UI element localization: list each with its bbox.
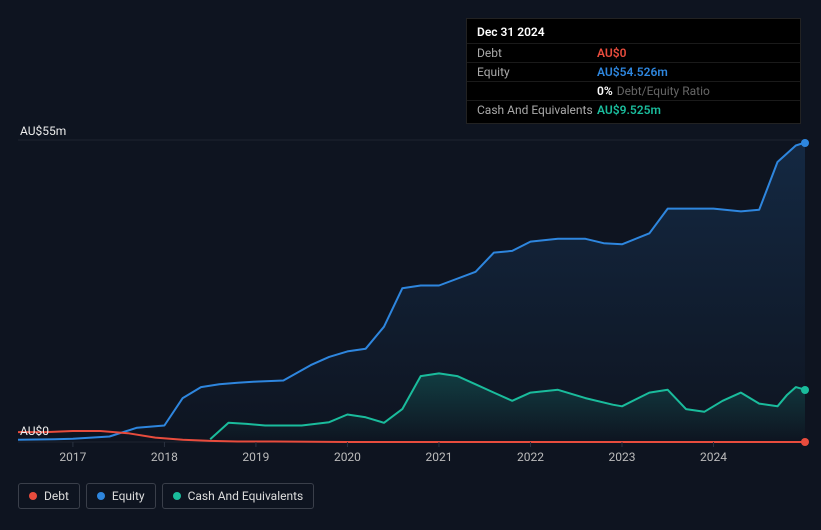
tooltip-row-ratio: 0%Debt/Equity Ratio — [467, 81, 800, 100]
tooltip-date: Dec 31 2024 — [467, 25, 800, 43]
tooltip-row-cash: Cash And Equivalents AU$9.525m — [467, 100, 800, 119]
equity-end-dot — [801, 139, 809, 147]
tooltip-value-cash: AU$9.525m — [597, 103, 661, 117]
tooltip-row-debt: Debt AU$0 — [467, 43, 800, 62]
tooltip-row-equity: Equity AU$54.526m — [467, 62, 800, 81]
x-axis-year-label: 2021 — [425, 450, 452, 464]
tooltip-value-equity: AU$54.526m — [597, 65, 668, 79]
x-axis-year-label: 2022 — [517, 450, 544, 464]
legend-item-cash[interactable]: Cash And Equivalents — [162, 483, 315, 509]
y-axis-max-label: AU$55m — [20, 124, 66, 138]
cash-end-dot — [801, 386, 809, 394]
chart-legend: Debt Equity Cash And Equivalents — [18, 483, 314, 509]
debt-end-dot — [801, 438, 809, 446]
x-axis-year-label: 2018 — [151, 450, 178, 464]
tooltip-value-ratio: 0%Debt/Equity Ratio — [597, 84, 710, 98]
x-axis-year-label: 2019 — [242, 450, 269, 464]
y-axis-zero-label: AU$0 — [20, 424, 49, 438]
legend-item-debt[interactable]: Debt — [18, 483, 80, 509]
x-axis-year-label: 2017 — [59, 450, 86, 464]
tooltip-label-equity: Equity — [477, 65, 597, 79]
debt-legend-label: Debt — [44, 489, 69, 503]
x-axis-year-label: 2024 — [700, 450, 727, 464]
tooltip-value-debt: AU$0 — [597, 46, 627, 60]
equity-legend-label: Equity — [112, 489, 145, 503]
tooltip-label-cash: Cash And Equivalents — [477, 103, 597, 117]
cash-legend-label: Cash And Equivalents — [188, 489, 304, 503]
debt-legend-dot — [29, 492, 37, 500]
tooltip-label-debt: Debt — [477, 46, 597, 60]
x-axis-year-label: 2020 — [334, 450, 361, 464]
cash-legend-dot — [173, 492, 181, 500]
tooltip-label-ratio — [477, 84, 597, 98]
chart-tooltip: Dec 31 2024 Debt AU$0 Equity AU$54.526m … — [466, 18, 801, 124]
legend-item-equity[interactable]: Equity — [86, 483, 156, 509]
x-axis-year-label: 2023 — [608, 450, 635, 464]
equity-legend-dot — [97, 492, 105, 500]
